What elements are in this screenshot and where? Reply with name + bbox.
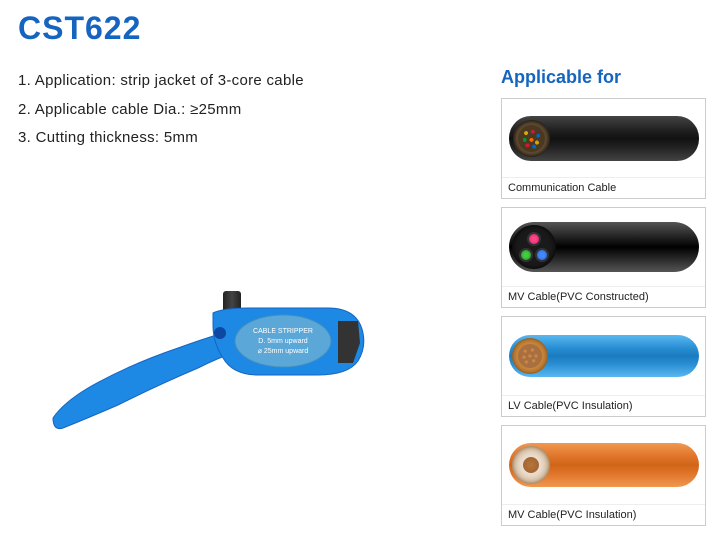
spec-item: 3. Cutting thickness: 5mm <box>18 124 481 153</box>
cable-label: Communication Cable <box>502 177 705 198</box>
spec-text: Applicable cable Dia.: ≥25mm <box>35 101 242 118</box>
cable-label: MV Cable(PVC Insulation) <box>502 504 705 525</box>
right-column: Applicable for Communication Cable <box>501 67 706 534</box>
cable-card: Communication Cable <box>501 98 706 199</box>
cable-image-communication <box>502 99 705 177</box>
spec-num: 1 <box>18 72 27 89</box>
spec-item: 1. Application: strip jacket of 3-core c… <box>18 67 481 96</box>
applicable-title: Applicable for <box>501 67 706 88</box>
tool-label-line2: D. 5mm upward <box>258 338 308 345</box>
tool-label-line3: ⌀ 25mm upward <box>258 348 309 355</box>
spec-num: 3 <box>18 129 27 146</box>
left-column: 1. Application: strip jacket of 3-core c… <box>18 59 481 534</box>
cable-card: MV Cable(PVC Insulation) <box>501 425 706 526</box>
cable-image-lv-insulation <box>502 317 705 395</box>
cable-stripper-icon: CABLE STRIPPER D. 5mm upward ⌀ 25mm upwa… <box>48 293 388 433</box>
spec-list: 1. Application: strip jacket of 3-core c… <box>18 67 481 153</box>
product-model-title: CST622 <box>18 10 706 47</box>
content-container: 1. Application: strip jacket of 3-core c… <box>18 59 706 534</box>
cable-label: LV Cable(PVC Insulation) <box>502 395 705 416</box>
cable-card: LV Cable(PVC Insulation) <box>501 316 706 417</box>
tool-label-line1: CABLE STRIPPER <box>253 328 313 335</box>
cable-label: MV Cable(PVC Constructed) <box>502 286 705 307</box>
communication-cable-icon <box>509 116 699 161</box>
cable-image-mv-insulation <box>502 426 705 504</box>
cable-image-mv-constructed <box>502 208 705 286</box>
spec-num: 2 <box>18 101 27 118</box>
mv-insulation-cable-icon <box>509 443 699 487</box>
spec-text: Cutting thickness: 5mm <box>36 129 199 146</box>
spec-item: 2. Applicable cable Dia.: ≥25mm <box>18 96 481 125</box>
lv-cable-icon <box>509 335 699 377</box>
product-image: CABLE STRIPPER D. 5mm upward ⌀ 25mm upwa… <box>48 293 388 433</box>
spec-text: Application: strip jacket of 3-core cabl… <box>35 72 304 89</box>
cable-card: MV Cable(PVC Constructed) <box>501 207 706 308</box>
mv-pvc-cable-icon <box>509 222 699 272</box>
